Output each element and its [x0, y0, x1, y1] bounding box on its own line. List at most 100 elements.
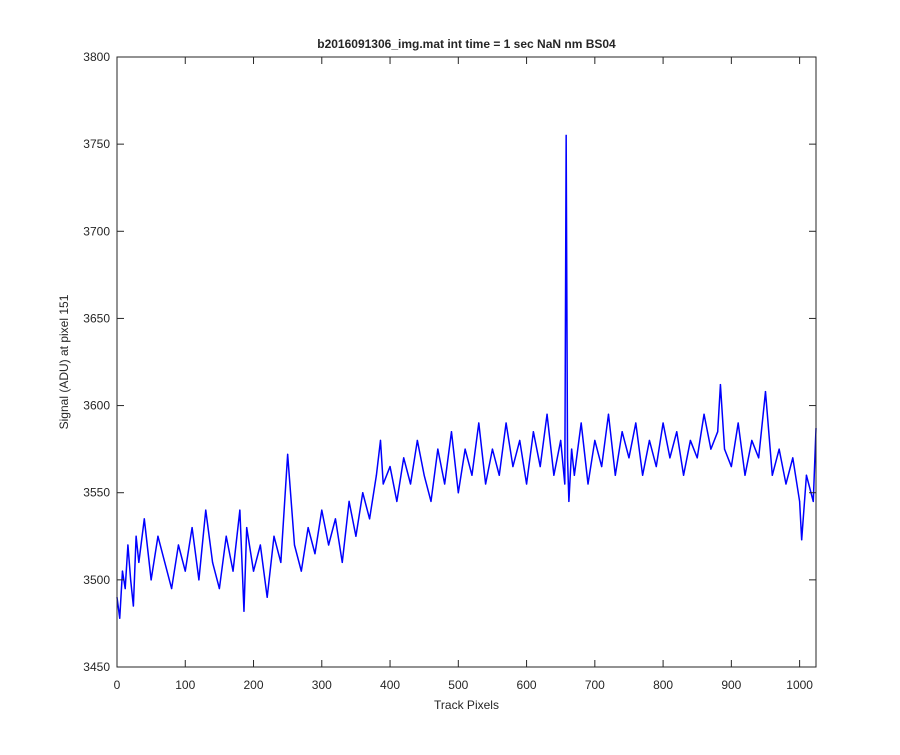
data-point: [450, 431, 453, 433]
data-point: [416, 439, 418, 442]
data-point: [300, 570, 302, 572]
x-tick-label: 300: [312, 678, 332, 692]
y-tick-label: 3550: [83, 486, 110, 500]
data-point: [512, 465, 514, 468]
data-point: [130, 579, 132, 581]
data-point: [218, 587, 220, 590]
data-point: [430, 500, 432, 503]
data-point: [601, 465, 603, 468]
data-point: [758, 457, 760, 459]
data-point: [205, 509, 207, 511]
data-point: [457, 492, 459, 494]
data-point: [273, 535, 275, 537]
data-point: [348, 500, 350, 503]
data-point: [127, 544, 129, 546]
x-tick-label: 500: [448, 678, 468, 692]
data-point: [565, 134, 567, 137]
data-point: [539, 465, 541, 468]
y-tick-label: 3500: [83, 573, 110, 587]
data-point: [689, 439, 691, 442]
data-point: [546, 413, 548, 415]
data-point: [157, 535, 159, 537]
data-point: [792, 457, 794, 459]
x-tick-label: 700: [585, 678, 605, 692]
data-point: [138, 561, 140, 564]
x-axis: 0 100 200 300 400 500 600 700 800 900 1000: [114, 57, 813, 692]
data-point: [252, 570, 255, 572]
data-point: [491, 448, 494, 450]
data-point: [719, 384, 722, 386]
data-point: [362, 492, 364, 494]
data-point: [243, 610, 245, 612]
data-point: [805, 474, 808, 476]
data-point: [150, 579, 152, 581]
data-point: [314, 553, 316, 555]
data-point: [744, 474, 746, 476]
data-point: [437, 448, 439, 450]
data-point: [571, 448, 573, 450]
plot-frame: [116, 56, 817, 668]
data-point: [396, 500, 398, 503]
data-point: [382, 483, 384, 485]
y-axis-label: Signal (ADU) at pixel 151: [57, 294, 71, 429]
y-tick-label: 3650: [83, 311, 110, 325]
data-point: [669, 457, 671, 459]
data-point: [124, 587, 126, 590]
data-point: [730, 465, 732, 468]
data-point: [355, 535, 357, 537]
data-point: [580, 422, 582, 424]
data-point: [532, 431, 534, 433]
x-tick-label: 400: [380, 678, 400, 692]
data-point: [560, 439, 562, 442]
data-point: [471, 474, 473, 476]
y-tick-label: 3800: [83, 50, 110, 64]
data-point: [778, 448, 780, 450]
data-point: [239, 509, 241, 511]
data-point: [198, 579, 200, 581]
y-tick-label: 3700: [83, 224, 110, 238]
data-point: [655, 465, 657, 468]
x-tick-label: 600: [517, 678, 537, 692]
data-point: [648, 439, 651, 442]
data-point: [232, 570, 234, 572]
data-point: [375, 474, 377, 476]
data-point: [607, 413, 610, 415]
data-point: [287, 453, 289, 455]
data-point: [464, 448, 466, 450]
y-tick-label: 3750: [83, 137, 110, 151]
data-point: [662, 422, 664, 424]
x-axis-label: Track Pixels: [434, 698, 499, 712]
data-point: [334, 518, 337, 520]
data-point: [621, 431, 623, 433]
data-point: [341, 561, 343, 564]
x-tick-label: 0: [114, 678, 121, 692]
data-point: [785, 483, 787, 485]
data-point: [389, 465, 391, 468]
data-point: [703, 413, 705, 415]
data-point: [764, 391, 767, 393]
data-point: [409, 483, 412, 485]
x-tick-label: 900: [721, 678, 741, 692]
data-point: [478, 422, 480, 424]
x-tick-label: 200: [244, 678, 264, 692]
data-point: [553, 474, 555, 476]
data-point: [293, 544, 296, 546]
data-point: [587, 483, 589, 485]
y-tick-label: 3450: [83, 660, 110, 674]
data-point: [717, 431, 719, 433]
data-point: [676, 431, 678, 433]
data-point: [280, 561, 282, 564]
data-point: [135, 535, 137, 537]
data-point: [723, 448, 726, 450]
data-point: [379, 439, 382, 442]
data-point: [642, 474, 644, 476]
data-point: [121, 570, 124, 572]
series-layer: [116, 134, 817, 619]
data-point: [594, 439, 596, 442]
data-point: [143, 518, 145, 520]
data-point: [132, 605, 134, 607]
y-tick-label: 3600: [83, 399, 110, 413]
data-point: [505, 422, 507, 424]
data-point: [566, 457, 569, 459]
